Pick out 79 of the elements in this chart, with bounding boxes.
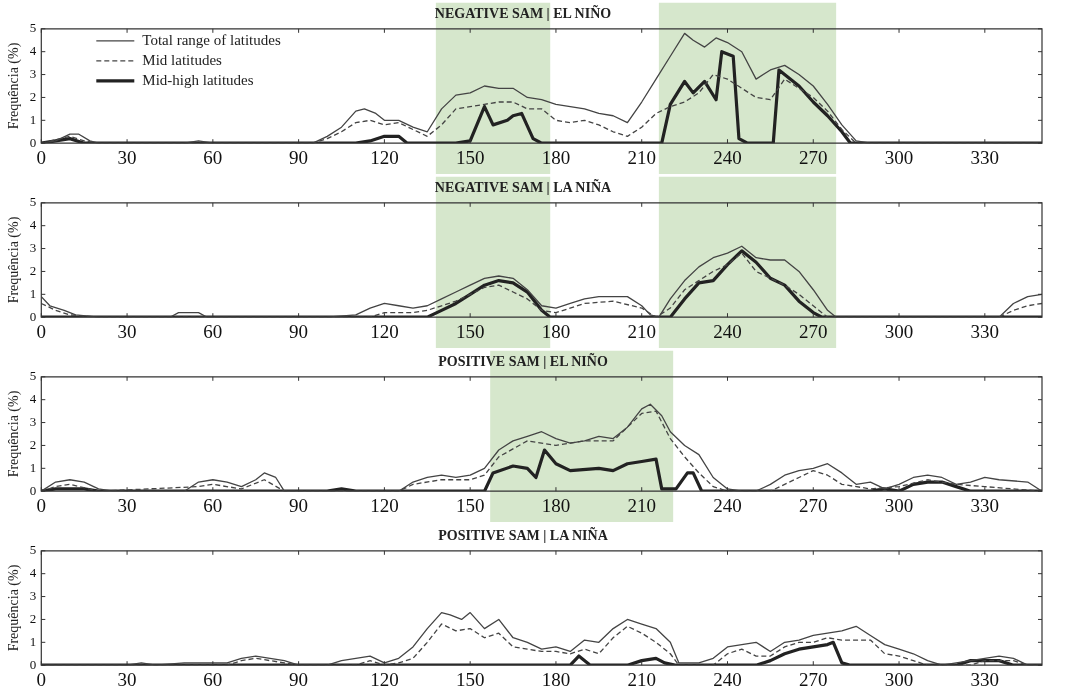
x-tick-label: 90	[289, 320, 309, 342]
x-tick-label: 90	[289, 146, 309, 168]
chart-title: POSITIVE SAM | LA NIÑA	[438, 526, 609, 544]
y-tick-label: 3	[29, 239, 37, 255]
x-tick-label: 150	[455, 494, 485, 516]
chart-title: NEGATIVE SAM | EL NIÑO	[434, 4, 612, 22]
x-tick-label: 60	[203, 494, 223, 516]
y-tick-label: 5	[29, 368, 37, 384]
x-tick-label: 210	[627, 494, 656, 516]
x-tick-label: 330	[970, 320, 1000, 342]
y-tick-label: 4	[29, 565, 37, 581]
x-tick-label: 330	[970, 494, 1000, 516]
y-tick-label: 0	[29, 656, 37, 672]
x-tick-label: 180	[541, 320, 571, 342]
x-tick-label: 180	[541, 494, 571, 516]
y-tick-label: 1	[29, 111, 37, 127]
x-tick-label: 120	[370, 146, 399, 168]
x-tick-label: 30	[117, 668, 137, 690]
chart-title: NEGATIVE SAM | LA NIÑA	[434, 178, 613, 196]
y-tick-label: 2	[29, 436, 37, 452]
legend-label: Mid-high latitudes	[142, 71, 254, 88]
y-tick-label: 3	[29, 65, 37, 81]
x-tick-label: 90	[289, 668, 309, 690]
x-tick-label: 270	[799, 320, 828, 342]
x-tick-label: 180	[541, 668, 571, 690]
x-tick-label: 150	[455, 668, 485, 690]
legend-label: Mid latitudes	[142, 51, 223, 68]
x-tick-label: 270	[799, 494, 828, 516]
y-tick-label: 1	[29, 633, 37, 649]
y-tick-label: 0	[29, 308, 37, 324]
y-axis-title: Frequência (%)	[6, 42, 23, 130]
y-tick-label: 3	[29, 413, 37, 429]
y-axis-title: Frequência (%)	[6, 216, 23, 304]
x-tick-label: 150	[455, 320, 485, 342]
x-tick-label: 150	[455, 146, 485, 168]
y-tick-label: 2	[29, 88, 37, 104]
y-tick-label: 1	[29, 459, 37, 475]
x-tick-label: 240	[713, 494, 742, 516]
y-tick-label: 4	[29, 391, 37, 407]
y-tick-label: 5	[29, 194, 37, 210]
x-tick-label: 210	[627, 668, 656, 690]
y-tick-label: 4	[29, 43, 37, 59]
x-tick-label: 240	[713, 146, 742, 168]
x-tick-label: 300	[884, 320, 914, 342]
y-axis-title: Frequência (%)	[6, 564, 23, 652]
y-axis-title: Frequência (%)	[6, 390, 23, 478]
x-tick-label: 300	[884, 146, 914, 168]
y-tick-label: 0	[29, 134, 37, 150]
x-tick-label: 270	[799, 146, 828, 168]
y-tick-label: 4	[29, 217, 37, 233]
y-tick-label: 2	[29, 610, 37, 626]
x-tick-label: 210	[627, 320, 656, 342]
x-tick-label: 240	[713, 668, 742, 690]
x-tick-label: 60	[203, 146, 223, 168]
legend-label: Total range of latitudes	[142, 31, 281, 48]
y-tick-label: 5	[29, 20, 37, 36]
x-tick-label: 120	[370, 320, 399, 342]
x-tick-label: 270	[799, 668, 828, 690]
x-tick-label: 330	[970, 668, 1000, 690]
x-tick-label: 60	[203, 668, 223, 690]
y-tick-label: 3	[29, 587, 37, 603]
y-tick-label: 5	[29, 542, 37, 558]
x-tick-label: 30	[117, 320, 137, 342]
y-tick-label: 1	[29, 285, 37, 301]
x-tick-label: 180	[541, 146, 571, 168]
x-tick-label: 330	[970, 146, 1000, 168]
x-tick-label: 30	[117, 146, 137, 168]
x-tick-label: 120	[370, 668, 399, 690]
x-tick-label: 300	[884, 668, 914, 690]
x-tick-label: 60	[203, 320, 223, 342]
chart-title: POSITIVE SAM | EL NIÑO	[438, 352, 608, 370]
x-tick-label: 240	[713, 320, 742, 342]
x-tick-label: 210	[627, 146, 656, 168]
x-tick-label: 120	[370, 494, 399, 516]
x-tick-label: 300	[884, 494, 914, 516]
x-tick-label: 90	[289, 494, 309, 516]
x-tick-label: 30	[117, 494, 137, 516]
y-tick-label: 0	[29, 482, 37, 498]
y-tick-label: 2	[29, 262, 37, 278]
